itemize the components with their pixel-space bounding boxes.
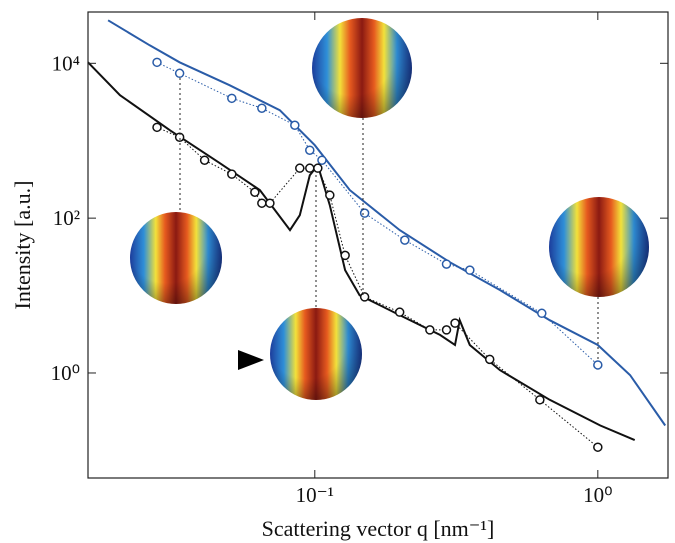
data-marker [227, 93, 237, 104]
data-marker [425, 325, 435, 335]
x-tick-label: 10⁰ [583, 483, 612, 507]
data-marker [340, 250, 350, 261]
data-marker [537, 308, 547, 319]
data-marker [199, 155, 210, 165]
data-marker [317, 155, 327, 165]
data-marker [325, 190, 335, 200]
y-axis-label: Intensity [a.u.] [10, 181, 35, 310]
data-marker [450, 318, 460, 328]
data-marker [441, 259, 452, 269]
fit-line [156, 126, 599, 448]
data-marker [359, 292, 370, 302]
data-line [107, 19, 667, 427]
y-tick-label: 10² [53, 206, 80, 230]
data-marker [441, 325, 452, 335]
data-marker [305, 145, 315, 155]
y-tick-label: 10⁴ [52, 51, 80, 75]
data-marker [152, 122, 162, 133]
x-axis-label: Scattering vector q [nm⁻¹] [262, 516, 495, 541]
y-tick-label: 10⁰ [51, 361, 80, 385]
data-marker [484, 354, 495, 365]
arrowhead [238, 350, 264, 370]
data-marker [227, 169, 237, 179]
x-tick-label: 10⁻¹ [296, 483, 334, 507]
plot-area [87, 19, 667, 452]
data-marker [257, 198, 267, 208]
data-marker [290, 120, 300, 130]
sphere-shade [130, 212, 222, 304]
spheres [179, 78, 599, 362]
axes-frame [87, 11, 669, 479]
sphere-shade [270, 308, 362, 400]
data-marker [265, 198, 275, 208]
data-marker [305, 163, 315, 173]
sphere-shade [549, 197, 649, 297]
data-marker [359, 208, 370, 218]
data-marker [593, 360, 603, 370]
data-marker [313, 163, 323, 173]
data-marker [174, 68, 185, 79]
data-marker [295, 163, 305, 173]
sphere-shade [312, 18, 412, 118]
sphere-images [130, 18, 649, 400]
data-marker [152, 57, 162, 68]
data-marker [257, 103, 267, 113]
data-marker [394, 307, 405, 317]
data-marker [593, 442, 603, 452]
data-marker [535, 395, 545, 405]
data-marker [465, 265, 475, 275]
data-marker [250, 187, 260, 198]
data-marker [400, 235, 410, 245]
